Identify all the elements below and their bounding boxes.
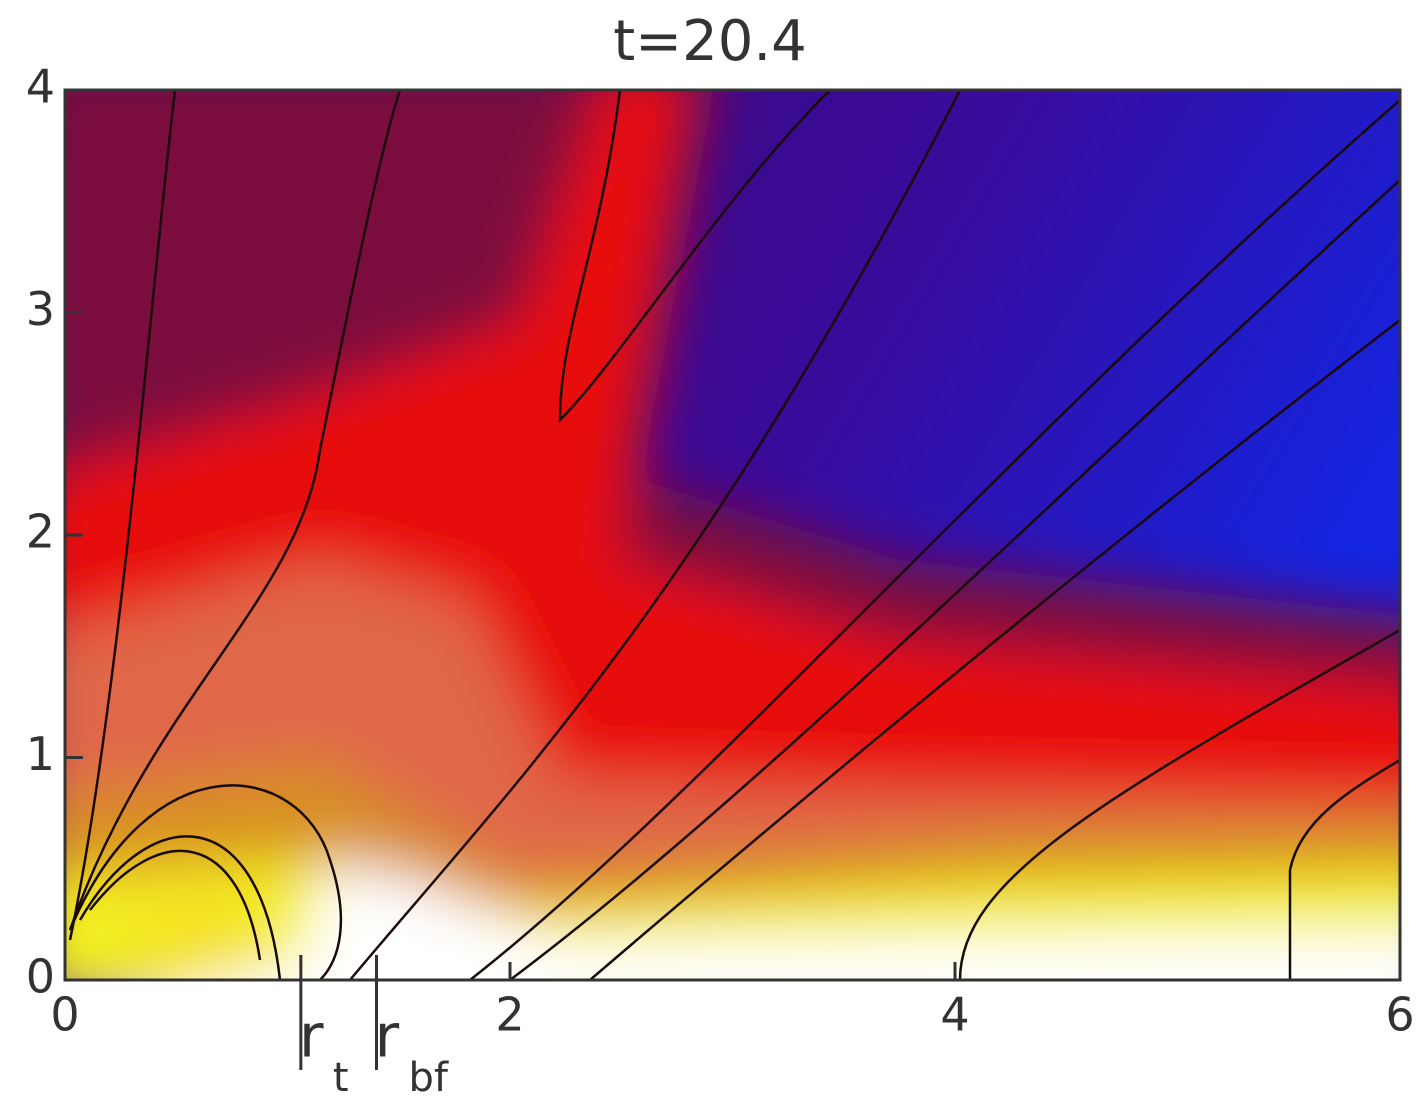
y-tick-label: 4 <box>26 60 55 114</box>
field <box>65 90 1400 980</box>
x-tick-label: 4 <box>940 988 969 1042</box>
y-tick-label: 2 <box>26 505 55 559</box>
annotation-label: r <box>375 1002 400 1072</box>
chart-title: t=20.4 <box>613 9 807 74</box>
annotation-subscript: bf <box>409 1055 449 1100</box>
x-tick-label: 2 <box>495 988 524 1042</box>
annotation-label: r <box>299 1002 324 1072</box>
y-tick-label: 0 <box>26 950 55 1004</box>
annotation-subscript: t <box>333 1055 349 1100</box>
x-tick-label: 0 <box>50 988 79 1042</box>
y-tick-label: 3 <box>26 282 55 336</box>
y-tick-label: 1 <box>26 727 55 781</box>
x-tick-label: 6 <box>1385 988 1414 1042</box>
